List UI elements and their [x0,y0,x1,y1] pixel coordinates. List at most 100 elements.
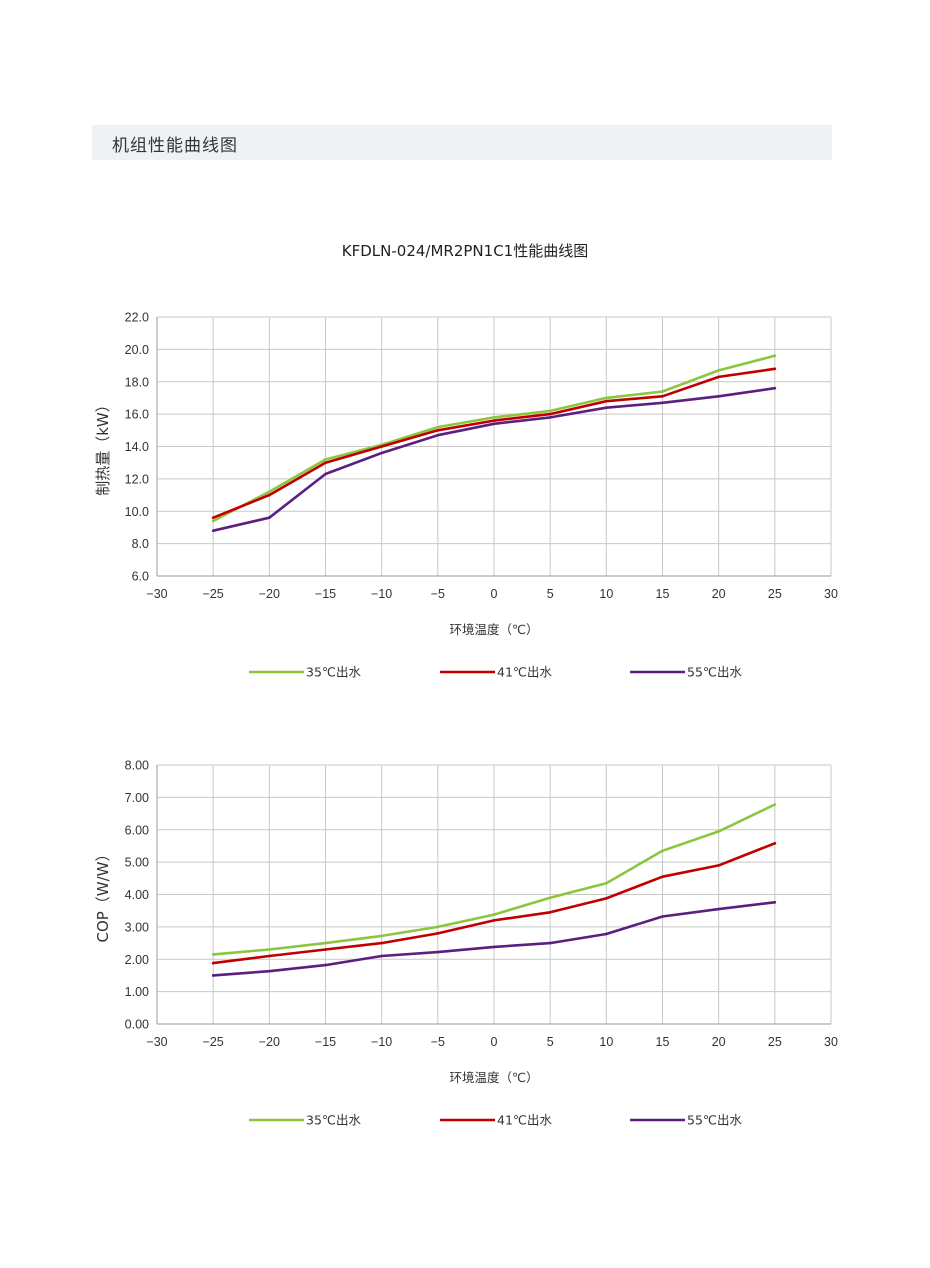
x-tick-label: 25 [768,1035,782,1049]
data-point [324,948,327,951]
data-point [380,934,383,938]
data-point [605,396,608,400]
y-tick-label: 1.00 [125,985,149,999]
y-tick-label: 10.0 [125,505,149,519]
legend-label: 35℃出水 [306,665,361,680]
x-tick-label: 10 [599,1035,613,1049]
data-point [717,864,720,867]
data-point [324,963,327,967]
data-point [661,849,664,853]
data-point [717,369,720,372]
data-point [436,925,440,929]
data-point [324,461,327,464]
data-point [605,881,608,885]
x-tick-label: 15 [656,587,670,601]
data-point [492,913,496,916]
data-point [773,354,777,358]
data-point [324,458,327,461]
x-tick-label: −5 [431,587,445,601]
data-point [717,830,720,833]
data-point [773,386,777,390]
data-point [268,493,271,497]
legend-label: 55℃出水 [687,1113,742,1128]
y-tick-label: 4.00 [125,888,149,902]
y-tick-label: 6.00 [125,823,149,837]
data-point [436,950,440,954]
y-tick-label: 6.0 [132,570,149,584]
data-point [717,395,720,398]
x-axis-label: 环境温度（℃） [449,1070,538,1085]
data-point [717,375,720,379]
data-point [548,941,552,945]
y-tick-label: 18.0 [125,375,149,389]
x-tick-label: −15 [315,587,336,601]
data-point [211,529,215,532]
data-point [548,896,552,900]
data-point [211,953,215,956]
x-tick-label: −30 [146,587,167,601]
x-tick-label: 25 [768,587,782,601]
heating-capacity-chart: 6.0 8.0 10.0 12.0 14.0 16.0 18.0 20.0 22.0 −30 −25… [94,311,838,680]
data-point [324,472,327,476]
data-point [548,911,552,914]
data-point [268,516,271,520]
x-tick-label: −10 [371,587,392,601]
data-point [380,451,383,455]
data-point [436,932,440,935]
data-point [211,516,215,520]
x-axis-label: 环境温度（℃） [449,622,538,637]
x-tick-label: −25 [203,587,224,601]
data-point [436,429,440,432]
data-point [661,395,664,398]
x-tick-label: −30 [146,1035,167,1049]
data-point [268,948,271,951]
legend-label: 55℃出水 [687,665,742,680]
section-header: 机组性能曲线图 [92,125,832,160]
data-point [773,367,777,371]
x-tick-label: 30 [824,1035,838,1049]
x-tick-label: −15 [315,1035,336,1049]
y-tick-label: 14.0 [125,440,149,454]
x-tick-label: 20 [712,1035,726,1049]
y-tick-label: 3.00 [125,920,149,934]
data-point [605,399,608,403]
data-point [211,974,215,977]
x-tick-label: 5 [547,587,554,601]
data-point [268,969,271,973]
x-tick-label: −20 [259,1035,280,1049]
x-tick-label: 5 [547,1035,554,1049]
data-point [380,941,383,945]
data-point [548,412,552,416]
x-tick-label: −20 [259,587,280,601]
y-tick-label: 2.00 [125,953,149,967]
data-point [717,907,720,911]
data-point [605,406,608,409]
section-title: 机组性能曲线图 [112,136,238,156]
data-point [773,900,777,904]
x-tick-label: 15 [656,1035,670,1049]
chart-main-title: KFDLN-024/MR2PN1C1性能曲线图 [341,242,589,260]
data-point [661,875,664,878]
legend-label: 41℃出水 [497,1113,552,1128]
data-point [492,416,496,419]
y-tick-label: 12.0 [125,472,149,486]
data-point [492,422,496,426]
data-point [605,897,608,900]
cop-chart: 0.00 1.00 2.00 3.00 4.00 5.00 6.00 7.00 8.00 −30 −… [94,759,838,1128]
y-axis-label: COP（W/W） [94,846,112,942]
y-tick-label: 22.0 [125,311,149,325]
x-tick-label: 10 [599,587,613,601]
x-tick-label: 30 [824,587,838,601]
y-tick-label: 8.0 [132,537,149,551]
data-point [773,803,777,806]
data-point [211,961,215,965]
legend-label: 41℃出水 [497,665,552,680]
data-point [324,941,327,945]
data-point [548,409,552,413]
data-point [605,932,608,936]
x-tick-label: −25 [203,1035,224,1049]
data-point [492,919,496,922]
y-tick-label: 0.00 [125,1018,149,1032]
legend-label: 35℃出水 [306,1113,361,1128]
y-tick-label: 16.0 [125,408,149,422]
